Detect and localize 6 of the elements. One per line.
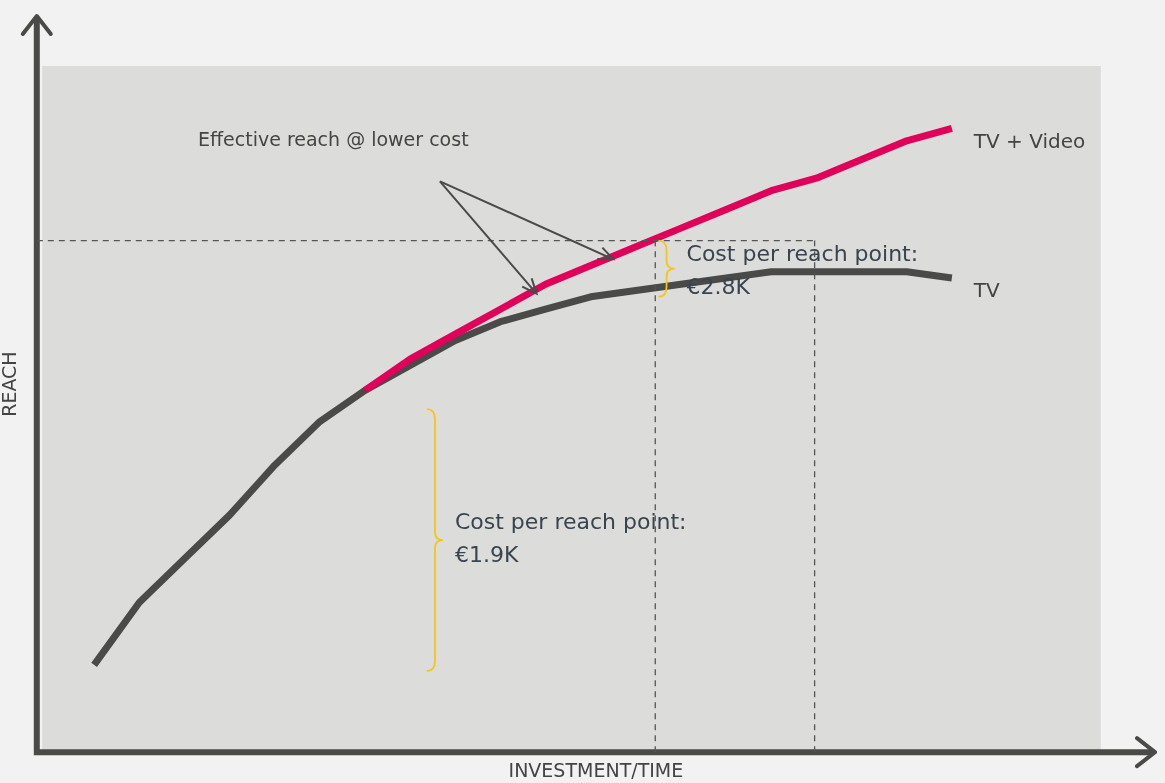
series-label: TV + Video [972, 128, 1086, 153]
y-axis-title: REACH [0, 351, 21, 417]
annotation: Cost per reach point: €1.9K [454, 509, 687, 568]
annotation: Effective reach @ lower cost [197, 128, 469, 151]
x-axis-title: INVESTMENT/TIME [508, 758, 684, 781]
series-label: TV [972, 278, 1001, 303]
